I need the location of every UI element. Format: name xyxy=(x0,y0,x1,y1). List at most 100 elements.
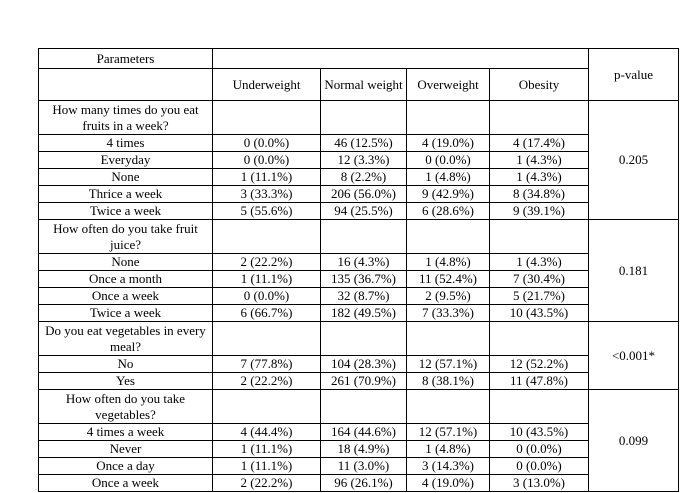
cell-value: 9 (39.1%) xyxy=(489,202,589,220)
cell-value: 2 (22.2%) xyxy=(212,474,321,492)
cell-value: 1 (4.3%) xyxy=(489,168,589,186)
section-question: How many times do you eat fruits in a we… xyxy=(38,100,213,135)
header-normal-weight: Normal weight xyxy=(320,68,407,101)
p-value-cell: 0.205 xyxy=(588,100,679,220)
header-obesity: Obesity xyxy=(489,68,589,101)
cell-value: 1 (11.1%) xyxy=(212,168,321,186)
cell-value: 8 (2.2%) xyxy=(320,168,407,186)
header-row-1: Parameters p-value xyxy=(38,48,679,101)
empty-cell xyxy=(212,219,321,254)
section-question: How often do you take fruit juice? xyxy=(38,219,213,254)
table-row: Twice a week 5 (55.6%) 94 (25.5%) 6 (28.… xyxy=(38,202,679,220)
cell-value: 1 (4.8%) xyxy=(406,253,490,271)
cell-value: 96 (26.1%) xyxy=(320,474,407,492)
row-label: None xyxy=(38,168,213,186)
cell-value: 2 (22.2%) xyxy=(212,253,321,271)
empty-cell xyxy=(320,100,407,135)
cell-value: 32 (8.7%) xyxy=(320,287,407,305)
empty-cell xyxy=(212,389,321,424)
cell-value: 11 (3.0%) xyxy=(320,457,407,475)
cell-value: 1 (11.1%) xyxy=(212,270,321,288)
cell-value: 1 (4.8%) xyxy=(406,168,490,186)
empty-cell xyxy=(320,219,407,254)
cell-value: 2 (22.2%) xyxy=(212,372,321,390)
row-label: Yes xyxy=(38,372,213,390)
row-label: 4 times a week xyxy=(38,423,213,441)
table-row: Once a day 1 (11.1%) 11 (3.0%) 3 (14.3%)… xyxy=(38,457,679,475)
empty-cell xyxy=(406,389,490,424)
parameters-bmi-table: Parameters p-value Underweight Normal we… xyxy=(38,48,679,492)
table-row: Once a week 0 (0.0%) 32 (8.7%) 2 (9.5%) … xyxy=(38,287,679,305)
header-empty-cell xyxy=(38,68,213,101)
cell-value: 0 (0.0%) xyxy=(489,440,589,458)
section-question-row: How many times do you eat fruits in a we… xyxy=(38,100,679,220)
cell-value: 0 (0.0%) xyxy=(212,134,321,152)
row-label: Once a week xyxy=(38,287,213,305)
empty-cell xyxy=(406,100,490,135)
row-label: Never xyxy=(38,440,213,458)
cell-value: 7 (30.4%) xyxy=(489,270,589,288)
cell-value: 1 (11.1%) xyxy=(212,440,321,458)
cell-value: 1 (11.1%) xyxy=(212,457,321,475)
cell-value: 5 (21.7%) xyxy=(489,287,589,305)
cell-value: 3 (14.3%) xyxy=(406,457,490,475)
table-row: Once a month 1 (11.1%) 135 (36.7%) 11 (5… xyxy=(38,270,679,288)
cell-value: 1 (4.8%) xyxy=(406,440,490,458)
cell-value: 0 (0.0%) xyxy=(212,287,321,305)
cell-value: 2 (9.5%) xyxy=(406,287,490,305)
cell-value: 4 (17.4%) xyxy=(489,134,589,152)
cell-value: 12 (57.1%) xyxy=(406,355,490,373)
empty-cell xyxy=(489,389,589,424)
cell-value: 12 (57.1%) xyxy=(406,423,490,441)
section-question: Do you eat vegetables in every meal? xyxy=(38,321,213,356)
cell-value: 11 (52.4%) xyxy=(406,270,490,288)
row-label: No xyxy=(38,355,213,373)
cell-value: 10 (43.5%) xyxy=(489,423,589,441)
cell-value: 4 (44.4%) xyxy=(212,423,321,441)
p-value-cell: <0.001* xyxy=(588,321,679,390)
row-label: None xyxy=(38,253,213,271)
cell-value: 5 (55.6%) xyxy=(212,202,321,220)
empty-cell xyxy=(489,219,589,254)
cell-value: 0 (0.0%) xyxy=(406,151,490,169)
table-row: Once a week 2 (22.2%) 96 (26.1%) 4 (19.0… xyxy=(38,474,679,492)
table-row: Thrice a week 3 (33.3%) 206 (56.0%) 9 (4… xyxy=(38,185,679,203)
row-label: Once a day xyxy=(38,457,213,475)
cell-value: 4 (19.0%) xyxy=(406,474,490,492)
section-question: How often do you take vegetables? xyxy=(38,389,213,424)
cell-value: 182 (49.5%) xyxy=(320,304,407,322)
cell-value: 18 (4.9%) xyxy=(320,440,407,458)
cell-value: 6 (66.7%) xyxy=(212,304,321,322)
empty-cell xyxy=(406,219,490,254)
cell-value: 10 (43.5%) xyxy=(489,304,589,322)
cell-value: 0 (0.0%) xyxy=(489,457,589,475)
header-underweight: Underweight xyxy=(212,68,321,101)
table-row: Everyday 0 (0.0%) 12 (3.3%) 0 (0.0%) 1 (… xyxy=(38,151,679,169)
cell-value: 7 (77.8%) xyxy=(212,355,321,373)
empty-cell xyxy=(320,321,407,356)
cell-value: 1 (4.3%) xyxy=(489,151,589,169)
cell-value: 7 (33.3%) xyxy=(406,304,490,322)
cell-value: 9 (42.9%) xyxy=(406,185,490,203)
header-parameters: Parameters xyxy=(38,48,213,69)
row-label: Once a month xyxy=(38,270,213,288)
cell-value: 1 (4.3%) xyxy=(489,253,589,271)
table-row: No 7 (77.8%) 104 (28.3%) 12 (57.1%) 12 (… xyxy=(38,355,679,373)
section-question-row: How often do you take vegetables? 0.099 xyxy=(38,389,679,492)
header-group-spacer-cell xyxy=(212,48,589,69)
cell-value: 206 (56.0%) xyxy=(320,185,407,203)
row-label: Everyday xyxy=(38,151,213,169)
section-question-row: Do you eat vegetables in every meal? <0.… xyxy=(38,321,679,390)
row-label: Once a week xyxy=(38,474,213,492)
row-label: 4 times xyxy=(38,134,213,152)
table-row: None 1 (11.1%) 8 (2.2%) 1 (4.8%) 1 (4.3%… xyxy=(38,168,679,186)
table-row: Twice a week 6 (66.7%) 182 (49.5%) 7 (33… xyxy=(38,304,679,322)
empty-cell xyxy=(489,321,589,356)
empty-cell xyxy=(212,321,321,356)
table-row: Yes 2 (22.2%) 261 (70.9%) 8 (38.1%) 11 (… xyxy=(38,372,679,390)
cell-value: 164 (44.6%) xyxy=(320,423,407,441)
cell-value: 6 (28.6%) xyxy=(406,202,490,220)
table-row: Never 1 (11.1%) 18 (4.9%) 1 (4.8%) 0 (0.… xyxy=(38,440,679,458)
empty-cell xyxy=(320,389,407,424)
p-value-cell: 0.181 xyxy=(588,219,679,322)
